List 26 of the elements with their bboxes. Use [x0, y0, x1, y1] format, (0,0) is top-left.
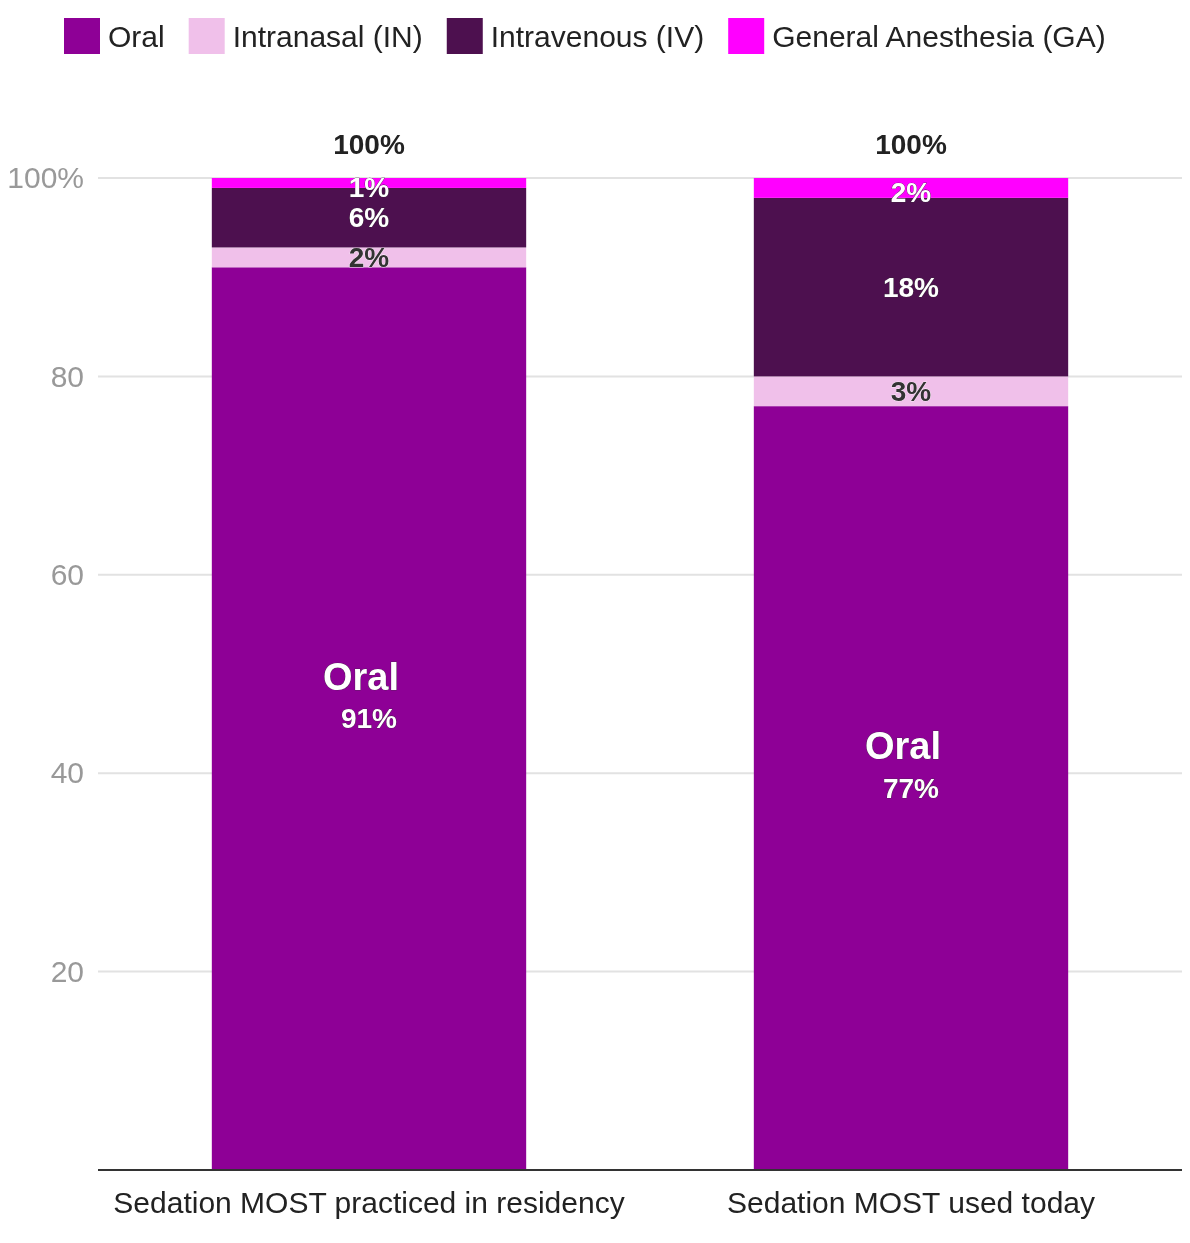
- total-label: 100%: [875, 129, 947, 160]
- legend-label: General Anesthesia (GA): [772, 19, 1106, 53]
- data-label: 2%: [348, 242, 390, 274]
- legend-label: Oral: [108, 19, 165, 53]
- data-label: 3%: [890, 376, 932, 408]
- bar: [211, 267, 527, 1170]
- total-label: 100%: [333, 129, 405, 160]
- bar: [753, 376, 1069, 407]
- y-tick-label: 60: [50, 557, 84, 591]
- y-tick-label: 80: [50, 359, 84, 393]
- legend-label: Intranasal (IN): [232, 19, 423, 53]
- annotation: Oral: [322, 655, 400, 698]
- data-label: 77%: [882, 772, 940, 804]
- data-label: 1%: [348, 171, 390, 203]
- x-tick-label: Sedation MOST practiced in residency: [113, 1186, 625, 1220]
- bar: [211, 247, 527, 268]
- bar: [753, 406, 1069, 1170]
- y-tick-label: 100%: [7, 161, 84, 195]
- data-label: 6%: [348, 202, 390, 234]
- legend-label: Intravenous (IV): [490, 19, 705, 53]
- y-tick-label: 40: [50, 756, 84, 790]
- data-label: 18%: [882, 271, 940, 303]
- x-tick-label: Sedation MOST used today: [727, 1186, 1095, 1220]
- annotation: Oral: [864, 725, 942, 768]
- y-tick-label: 20: [50, 954, 84, 988]
- data-label: 91%: [340, 703, 398, 735]
